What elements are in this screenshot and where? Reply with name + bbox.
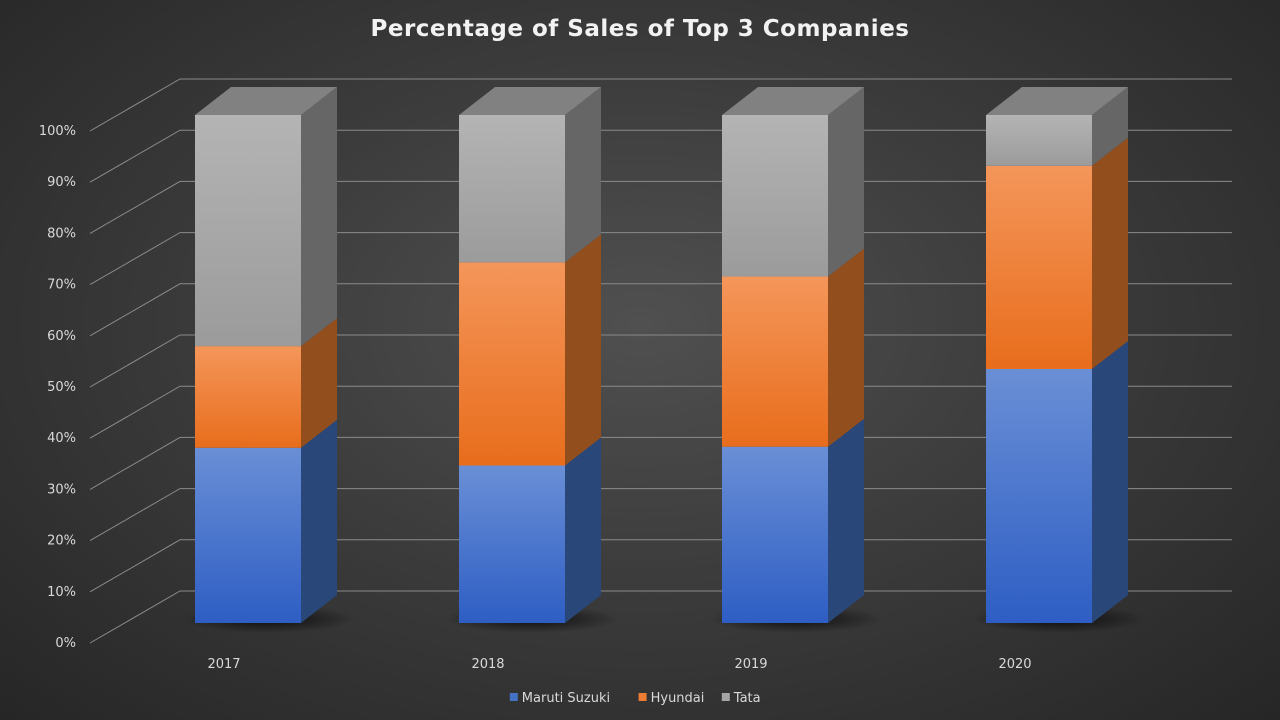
chart-title: Percentage of Sales of Top 3 Companies	[371, 16, 910, 42]
x-axis-labels: 2017 2018 2019 2020	[207, 657, 1031, 672]
gridline	[89, 488, 1232, 542]
gridline	[89, 283, 1232, 337]
x-category-label: 2019	[734, 657, 767, 672]
legend: Maruti Suzuki Hyundai Tata	[509, 691, 761, 706]
bar-segment	[722, 276, 828, 447]
y-tick-label: 30%	[47, 482, 76, 497]
bar-segment	[986, 115, 1092, 166]
x-category-label: 2020	[998, 657, 1031, 672]
y-tick-label: 50%	[47, 380, 76, 395]
y-tick-label: 0%	[55, 636, 76, 651]
bar-stack-2020	[986, 87, 1128, 623]
gridline	[89, 180, 1232, 234]
bar-side-0	[1092, 341, 1128, 623]
bar-segment	[195, 447, 301, 623]
y-tick-label: 70%	[47, 278, 76, 293]
gridline	[89, 590, 1232, 644]
gridline	[89, 232, 1232, 286]
bar-side-1	[565, 234, 601, 466]
bar-segment	[195, 346, 301, 448]
bar-top	[986, 87, 1128, 115]
bar-side-2	[828, 87, 864, 277]
bar-top	[722, 87, 864, 115]
gridline	[89, 129, 1232, 183]
legend-swatch	[638, 693, 647, 701]
y-tick-label: 10%	[47, 585, 76, 600]
legend-label: Maruti Suzuki	[522, 691, 610, 706]
gridline	[89, 539, 1232, 593]
y-axis-ticks: 0% 10% 20% 30% 40% 50% 60% 70% 80% 90% 100%	[39, 124, 76, 651]
bar-stack-2019	[722, 87, 864, 623]
gridlines	[89, 78, 1232, 644]
bar-segment	[459, 115, 565, 263]
legend-label: Tata	[733, 691, 761, 706]
x-category-label: 2018	[471, 657, 504, 672]
bar-stack-2018	[459, 87, 601, 623]
y-tick-label: 60%	[47, 329, 76, 344]
legend-label: Hyundai	[651, 691, 705, 706]
bar-stack-2017	[195, 87, 337, 623]
bar-segment	[722, 446, 828, 623]
bar-segment	[195, 115, 301, 347]
bar-side-1	[828, 248, 864, 447]
bar-segment	[722, 115, 828, 277]
y-tick-label: 20%	[47, 534, 76, 549]
y-tick-label: 80%	[47, 226, 76, 241]
bar-segment	[986, 165, 1092, 369]
legend-swatch	[509, 693, 518, 701]
bar-side-0	[301, 419, 337, 623]
gridline	[89, 78, 1232, 132]
gridline	[89, 334, 1232, 388]
bar-side-0	[828, 418, 864, 623]
gridline	[89, 385, 1232, 439]
y-tick-label: 40%	[47, 431, 76, 446]
bar-side-1	[1092, 137, 1128, 369]
bar-side-2	[565, 87, 601, 263]
y-tick-label: 90%	[47, 175, 76, 190]
gridline	[89, 436, 1232, 490]
bar-side-2	[1092, 87, 1128, 166]
x-category-label: 2017	[207, 657, 240, 672]
bar-top	[195, 87, 337, 115]
bar-side-0	[565, 437, 601, 623]
legend-swatch	[721, 693, 730, 701]
bar-segment	[459, 262, 565, 466]
bars	[195, 87, 1128, 623]
y-tick-label: 100%	[39, 124, 76, 139]
bar-side-2	[301, 87, 337, 347]
bar-side-1	[301, 318, 337, 448]
bar-top	[459, 87, 601, 115]
bar-segment	[986, 369, 1092, 623]
bar-segment	[459, 465, 565, 623]
